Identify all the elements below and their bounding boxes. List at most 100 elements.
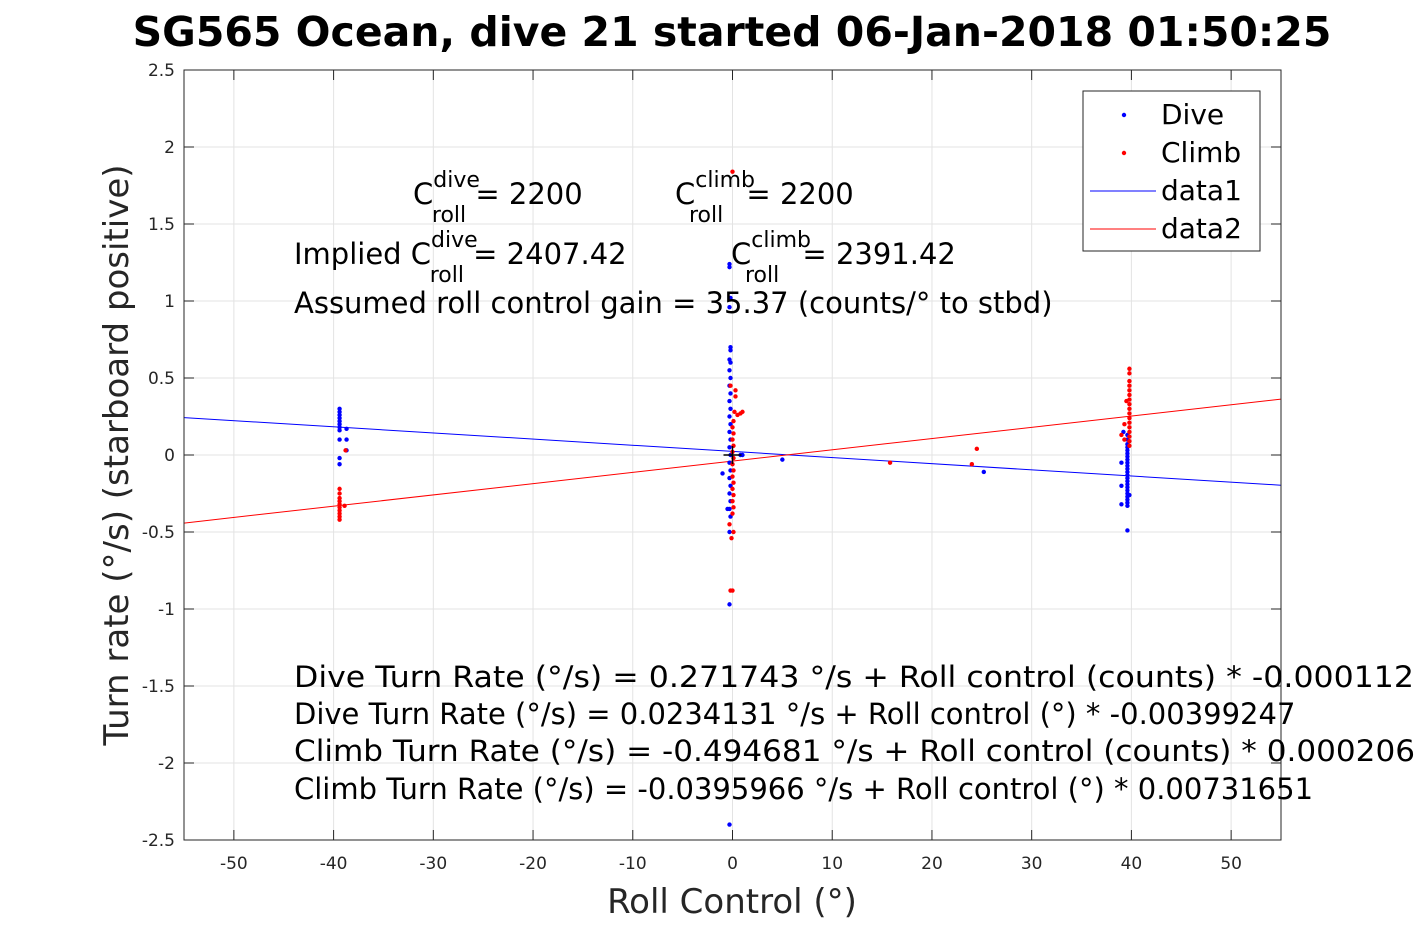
- dive-point: [727, 529, 732, 535]
- dive-point: [727, 261, 732, 267]
- climb-point: [730, 169, 735, 174]
- dive-point: [727, 304, 732, 310]
- climb-point: [343, 448, 348, 453]
- climb-point: [1127, 438, 1132, 444]
- dive-point: [337, 422, 342, 427]
- dive-point: [1125, 454, 1130, 459]
- dive-point: [337, 415, 342, 421]
- dive-point: [1125, 448, 1130, 453]
- dive-point: [725, 506, 730, 512]
- data-points: [337, 169, 1132, 827]
- implied-c-roll-climb-annotation: Cclimb roll = 2391.42: [731, 228, 956, 288]
- dive-point: [728, 348, 733, 353]
- climb-point: [1119, 432, 1124, 438]
- climb-point: [1127, 371, 1132, 376]
- dive-point: [1119, 460, 1124, 465]
- legend-box: [1082, 90, 1261, 252]
- dive-point: [728, 360, 733, 365]
- climb-point: [337, 508, 342, 513]
- legend-dive-label: Dive: [1161, 98, 1224, 131]
- dive-point: [1125, 503, 1130, 509]
- climb-point: [337, 517, 342, 522]
- legend-climb-label: Climb: [1161, 136, 1241, 169]
- climb-point: [730, 425, 735, 430]
- climb-point: [731, 529, 736, 535]
- climb-point: [1127, 434, 1132, 439]
- implied-c-roll-dive-annotation: Implied Cdive roll = 2407.42: [294, 228, 627, 288]
- dive-point: [727, 368, 732, 373]
- climb-point: [1127, 406, 1132, 411]
- legend-dive-marker: [1121, 112, 1127, 118]
- dive-point: [727, 429, 732, 435]
- x-tick-label: -40: [320, 854, 348, 874]
- dive-point: [1119, 502, 1124, 507]
- climb-point: [730, 486, 735, 492]
- climb-point: [731, 480, 736, 485]
- dive-point: [337, 425, 342, 430]
- climb-point: [731, 418, 736, 424]
- dive-point: [981, 469, 987, 475]
- climb-point: [1127, 378, 1132, 384]
- c-roll-dive-annotation: Cdive roll = 2200: [413, 168, 583, 228]
- dive-fit-degrees-annotation: Dive Turn Rate (°/s) = 0.0234131 °/s + R…: [294, 697, 1295, 731]
- climb-point: [733, 394, 738, 399]
- legend-climb-marker: [1121, 150, 1127, 156]
- dive-point: [1125, 472, 1130, 478]
- dive-point: [728, 375, 733, 381]
- roll-control-gain-annotation: Assumed roll control gain = 35.37 (count…: [294, 286, 1053, 320]
- x-tick-label: 0: [727, 854, 738, 874]
- climb-point: [730, 474, 735, 479]
- dive-point: [1125, 500, 1130, 505]
- climb-point: [731, 431, 736, 436]
- dive-point: [727, 491, 732, 496]
- x-tick-label: -10: [619, 854, 647, 874]
- climb-point: [731, 468, 736, 473]
- dive-point: [1125, 466, 1130, 472]
- dive-point: [727, 602, 732, 607]
- dive-point: [780, 457, 785, 462]
- climb-point: [733, 388, 738, 393]
- climb-point: [728, 383, 733, 388]
- dive-point: [337, 437, 342, 442]
- dive-point: [337, 412, 342, 418]
- x-tick-label: -30: [419, 854, 447, 874]
- climb-point: [337, 499, 342, 504]
- dive-point: [337, 428, 342, 433]
- climb-point: [974, 446, 980, 452]
- climb-point: [1122, 422, 1127, 427]
- climb-point: [730, 437, 735, 442]
- climb-point: [337, 505, 342, 510]
- climb-point: [1127, 366, 1132, 371]
- climb-point: [732, 409, 737, 415]
- climb-point: [337, 491, 342, 496]
- climb-point: [1127, 411, 1132, 416]
- climb-point: [1127, 415, 1132, 421]
- dive-point: [1125, 528, 1130, 533]
- y-tick-label: -1: [158, 600, 175, 620]
- dive-point: [337, 455, 342, 461]
- climb-point: [730, 511, 735, 516]
- climb-point: [337, 514, 342, 519]
- x-tick-label: -50: [220, 854, 248, 874]
- climb-point: [1127, 388, 1132, 393]
- dive-point: [1125, 497, 1130, 502]
- chart-title: SG565 Ocean, dive 21 started 06-Jan-2018…: [133, 8, 1332, 56]
- dive-point: [727, 264, 732, 270]
- y-tick-label: 0.5: [148, 369, 175, 389]
- crosshair-marker: [723, 446, 742, 464]
- climb-point: [729, 535, 734, 541]
- y-tick-label: -0.5: [142, 523, 175, 543]
- dive-point: [1125, 482, 1130, 487]
- x-tick-label: 20: [921, 854, 943, 874]
- climb-point: [1127, 383, 1132, 388]
- dive-point: [727, 822, 732, 827]
- climb-point: [342, 503, 347, 509]
- y-tick-label: -2: [158, 754, 175, 774]
- x-tick-label: 10: [821, 854, 843, 874]
- climb-point: [1127, 401, 1132, 407]
- climb-point: [969, 462, 975, 467]
- x-tick-label: -20: [519, 854, 547, 874]
- dive-point: [1125, 457, 1130, 462]
- y-axis-label: Turn rate (°/s) (starboard positive): [97, 164, 137, 746]
